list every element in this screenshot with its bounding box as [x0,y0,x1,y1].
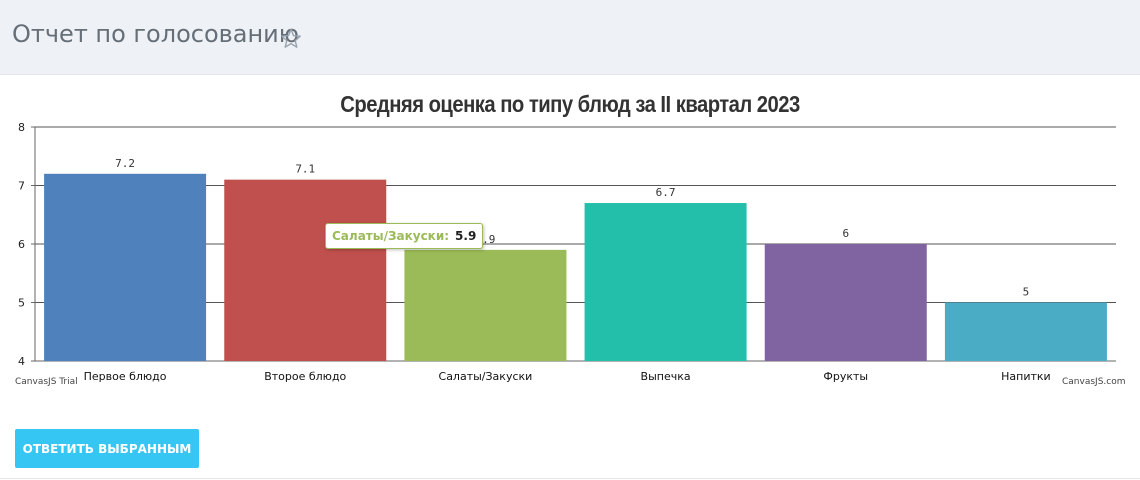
star-outline-icon[interactable] [279,27,303,51]
x-tick-label: Первое блюдо [84,370,167,383]
bar [944,302,1107,361]
data-label: 7.1 [295,163,315,176]
x-tick-label: Фрукты [823,370,868,383]
credit-trial: CanvasJS Trial [15,377,78,387]
y-tick-label: 5 [18,297,25,310]
data-label: 7.2 [115,157,135,170]
y-tick-label: 7 [18,180,25,193]
bar [44,173,207,361]
tooltip-value: 5.9 [455,229,477,243]
y-tick-label: 8 [18,121,25,134]
credit-site[interactable]: CanvasJS.com [1062,377,1126,387]
y-tick-label: 4 [18,355,25,368]
data-label: 5 [1023,286,1030,299]
bar [764,244,927,361]
answer-selected-button[interactable]: Ответить выбранным [15,429,199,468]
tooltip-label: Салаты/Закуски: [332,229,450,243]
data-label: 6 [842,227,849,240]
y-tick-label: 6 [18,238,25,251]
bar [584,203,747,361]
bar [224,179,387,361]
x-tick-label: Салаты/Закуски [439,370,533,383]
chart-title: Средняя оценка по типу блюд за II кварта… [340,91,800,117]
divider [0,478,1140,479]
x-tick-label: Второе блюдо [264,370,346,383]
bar [404,249,567,361]
page-header: Отчет по голосованию [0,0,1140,75]
x-tick-label: Выпечка [641,370,691,383]
x-tick-label: Напитки [1001,370,1051,383]
chart-container: Средняя оценка по типу блюд за II кварта… [0,80,1140,400]
chart-tooltip: Салаты/Закуски: 5.9 [325,223,484,249]
page-title: Отчет по голосованию [12,20,299,48]
data-label: 6.7 [656,186,676,199]
